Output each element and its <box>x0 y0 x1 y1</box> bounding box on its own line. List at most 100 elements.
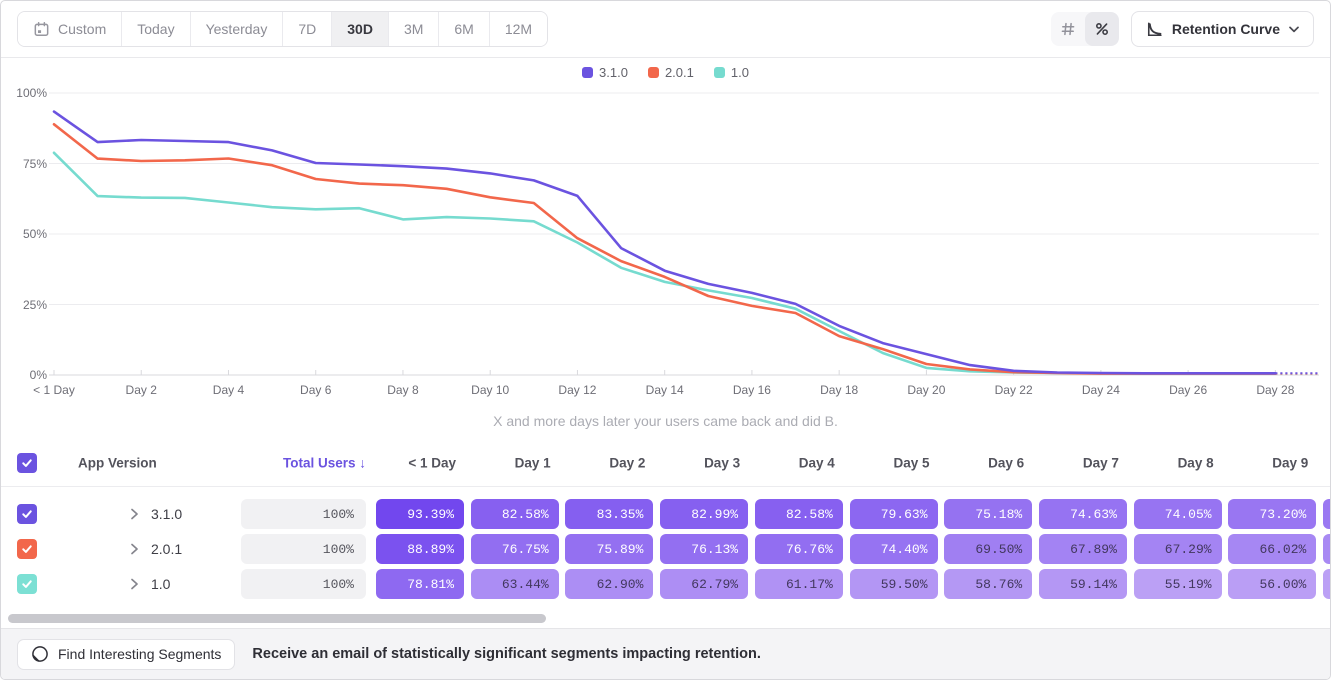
retention-cell[interactable]: 82.99% <box>660 499 749 529</box>
series-line-1.0[interactable] <box>52 151 1277 375</box>
date-range-6m[interactable]: 6M <box>438 12 489 46</box>
x-axis-label: Day 26 <box>1169 383 1208 397</box>
column-header-day-3[interactable]: Day 3 <box>704 455 741 471</box>
column-header--1-day[interactable]: < 1 Day <box>408 455 456 471</box>
retention-cell[interactable]: 83.35% <box>565 499 654 529</box>
retention-cell[interactable]: 66.02% <box>1228 534 1317 564</box>
retention-cell[interactable]: 69.50% <box>944 534 1033 564</box>
check-icon <box>20 542 34 556</box>
expand-row-chevron[interactable] <box>126 541 142 557</box>
chart-type-label: Retention Curve <box>1171 21 1280 37</box>
date-range-label: 7D <box>298 21 317 37</box>
find-interesting-segments-button[interactable]: Find Interesting Segments <box>17 638 236 670</box>
chart-legend: 3.1.0 2.0.1 1.0 <box>1 65 1330 80</box>
retention-cell[interactable]: 93.39% <box>376 499 464 529</box>
retention-cell[interactable]: 61.17% <box>754 569 843 599</box>
total-users-value: 100% <box>241 569 366 599</box>
column-header-day-1[interactable]: Day 1 <box>514 455 551 471</box>
legend-item-2.0.1[interactable]: 2.0.1 <box>647 65 694 80</box>
column-header-total-users-sorted[interactable]: Total Users ↓ <box>282 455 366 471</box>
date-range-custom[interactable]: Custom <box>18 12 122 46</box>
column-header-day-6[interactable]: Day 6 <box>988 455 1025 471</box>
column-header-app-version[interactable]: App Version <box>78 455 157 471</box>
legend-swatch <box>582 67 594 78</box>
column-header-day-5[interactable]: Day 5 <box>893 455 930 471</box>
retention-cell-partial <box>1323 534 1330 564</box>
retention-cell[interactable]: 74.05% <box>1133 499 1222 529</box>
column-header-day-9[interactable]: Day 9 <box>1272 455 1309 471</box>
table-row-3.1.0: 3.1.0 100% 93.39% 82.58% 83.35% 82.99% 82.58% 7… <box>1 499 1330 529</box>
percent-view-toggle[interactable] <box>1084 12 1119 46</box>
retention-cell[interactable]: 56.00% <box>1228 569 1317 599</box>
series-line-2.0.1[interactable] <box>52 123 1277 375</box>
retention-cell[interactable]: 67.89% <box>1038 534 1127 564</box>
retention-cell[interactable]: 55.19% <box>1133 569 1222 599</box>
x-axis-label: Day 8 <box>387 383 419 397</box>
row-checkbox-3.1.0[interactable] <box>17 504 37 524</box>
retention-cell[interactable]: 76.75% <box>470 534 559 564</box>
retention-cell[interactable]: 67.29% <box>1133 534 1222 564</box>
calendar-icon <box>33 21 50 38</box>
legend-item-3.1.0[interactable]: 3.1.0 <box>582 65 628 80</box>
column-header-day-8[interactable]: Day 8 <box>1177 455 1214 471</box>
legend-swatch <box>713 67 725 78</box>
retention-cell[interactable]: 74.63% <box>1038 499 1127 529</box>
retention-cell[interactable]: 73.20% <box>1228 499 1317 529</box>
row-checkbox-2.0.1[interactable] <box>17 539 37 559</box>
table-row-2.0.1: 2.0.1 100% 88.89% 76.75% 75.89% 76.13% 76.76% 7… <box>1 534 1330 564</box>
retention-cell[interactable]: 74.40% <box>849 534 938 564</box>
x-axis-label: Day 22 <box>994 383 1033 397</box>
expand-row-chevron[interactable] <box>126 506 142 522</box>
retention-cell[interactable]: 62.79% <box>660 569 749 599</box>
retention-cell[interactable]: 82.58% <box>754 499 843 529</box>
date-range-group: Custom Today Yesterday 7D 30D 3M 6M 12M <box>17 11 549 47</box>
app-version-label: 3.1.0 <box>151 506 183 522</box>
date-range-label: Custom <box>58 21 107 37</box>
retention-cell[interactable]: 63.44% <box>470 569 559 599</box>
row-checkbox-1.0[interactable] <box>17 574 37 594</box>
chart-plot <box>49 92 1319 376</box>
date-range-label: Today <box>137 21 175 37</box>
retention-table: App Version Total Users ↓ < 1 Day Day 1 Day … <box>1 440 1330 610</box>
retention-cell[interactable]: 75.89% <box>565 534 654 564</box>
date-range-12m[interactable]: 12M <box>488 12 548 46</box>
toolbar: Custom Today Yesterday 7D 30D 3M 6M 12M Retenti… <box>1 1 1330 58</box>
date-range-7d[interactable]: 7D <box>282 12 332 46</box>
check-icon <box>20 507 34 521</box>
retention-cell[interactable]: 82.58% <box>470 499 559 529</box>
retention-cell[interactable]: 59.50% <box>849 569 938 599</box>
series-line-3.1.0[interactable] <box>52 110 1277 375</box>
retention-cell[interactable]: 88.89% <box>376 534 464 564</box>
x-axis-label: Day 28 <box>1256 383 1295 397</box>
x-axis-label: Day 12 <box>558 383 597 397</box>
x-axis-label: Day 24 <box>1081 383 1120 397</box>
retention-cell[interactable]: 78.81% <box>376 569 464 599</box>
percent-icon <box>1094 21 1110 37</box>
retention-cell[interactable]: 79.63% <box>849 499 938 529</box>
retention-cell[interactable]: 62.90% <box>565 569 654 599</box>
check-icon <box>20 577 34 591</box>
column-header-day-2[interactable]: Day 2 <box>609 455 646 471</box>
app-version-label: 1.0 <box>151 576 171 592</box>
date-range-30d[interactable]: 30D <box>331 12 388 46</box>
retention-cell[interactable]: 76.13% <box>660 534 749 564</box>
column-header-day-4[interactable]: Day 4 <box>798 455 835 471</box>
retention-cell[interactable]: 75.18% <box>944 499 1033 529</box>
chart-type-dropdown[interactable]: Retention Curve <box>1130 11 1314 47</box>
scrollbar-thumb[interactable] <box>8 614 546 623</box>
date-range-yesterday[interactable]: Yesterday <box>189 12 283 46</box>
retention-cell[interactable]: 59.14% <box>1038 569 1127 599</box>
total-users-value: 100% <box>241 534 366 564</box>
select-all-checkbox[interactable] <box>17 453 37 473</box>
legend-item-1.0[interactable]: 1.0 <box>713 65 749 80</box>
expand-row-chevron[interactable] <box>126 576 142 592</box>
x-axis-label: Day 20 <box>907 383 946 397</box>
legend-swatch <box>647 67 659 78</box>
retention-cell[interactable]: 76.76% <box>754 534 843 564</box>
date-range-3m[interactable]: 3M <box>387 12 439 46</box>
date-range-today[interactable]: Today <box>121 12 190 46</box>
number-view-toggle[interactable] <box>1051 12 1085 46</box>
total-users-value: 100% <box>241 499 366 529</box>
retention-cell[interactable]: 58.76% <box>944 569 1033 599</box>
column-header-day-7[interactable]: Day 7 <box>1082 455 1119 471</box>
